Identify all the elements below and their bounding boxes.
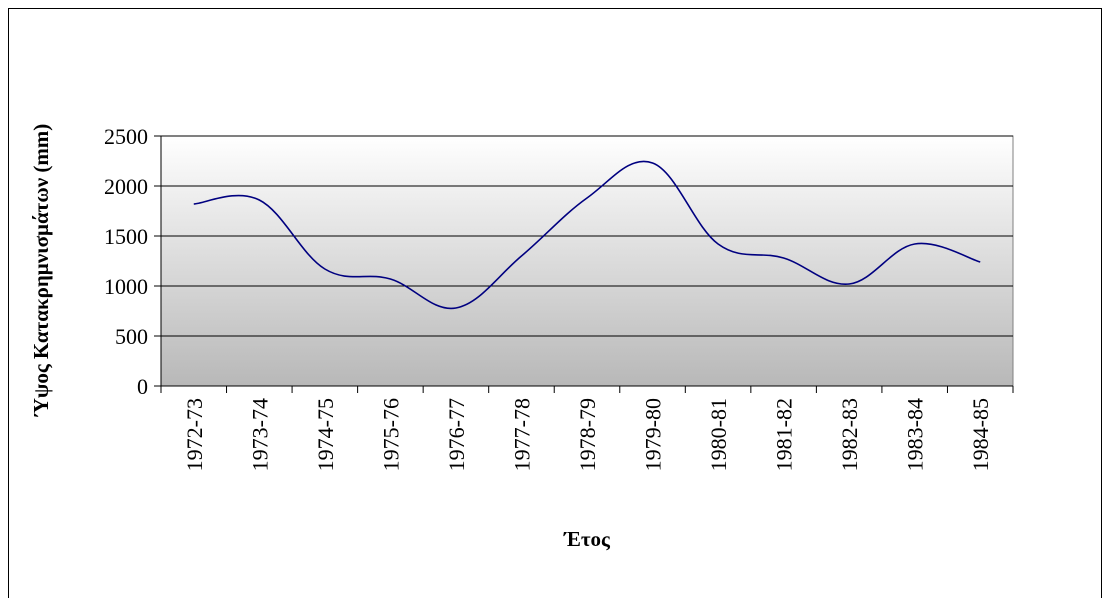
- x-tick-label: 1980-81: [706, 398, 731, 471]
- y-tick-label: 2500: [104, 124, 148, 149]
- y-tick-label: 1000: [104, 274, 148, 299]
- y-tick-label: 0: [137, 374, 148, 399]
- x-tick-label: 1973-74: [247, 398, 272, 471]
- x-tick-label: 1981-82: [772, 398, 797, 471]
- x-tick-label: 1974-75: [313, 398, 338, 471]
- x-tick-label: 1972-73: [182, 398, 207, 471]
- x-tick-label: 1976-77: [444, 398, 469, 471]
- x-axis-title: Έτος: [563, 527, 611, 551]
- x-tick-label: 1975-76: [378, 398, 403, 471]
- x-tick-label: 1979-80: [641, 398, 666, 471]
- y-tick-label: 2000: [104, 174, 148, 199]
- x-tick-label: 1978-79: [575, 398, 600, 471]
- x-axis: 1972-73 1973-74 1974-75 1975-76 1976-77 1977-…: [161, 386, 1013, 471]
- x-tick-label: 1982-83: [837, 398, 862, 471]
- y-tick-label: 500: [115, 324, 148, 349]
- y-axis-title: Ύψος Κατακρημνισμάτων (mm): [29, 124, 53, 418]
- x-tick-label: 1977-78: [509, 398, 534, 471]
- x-tick-label: 1983-84: [903, 398, 928, 471]
- x-tick-label: 1984-85: [968, 398, 993, 471]
- y-tick-label: 1500: [104, 224, 148, 249]
- y-axis: 0 500 1000 1500 2000 2500: [104, 124, 161, 399]
